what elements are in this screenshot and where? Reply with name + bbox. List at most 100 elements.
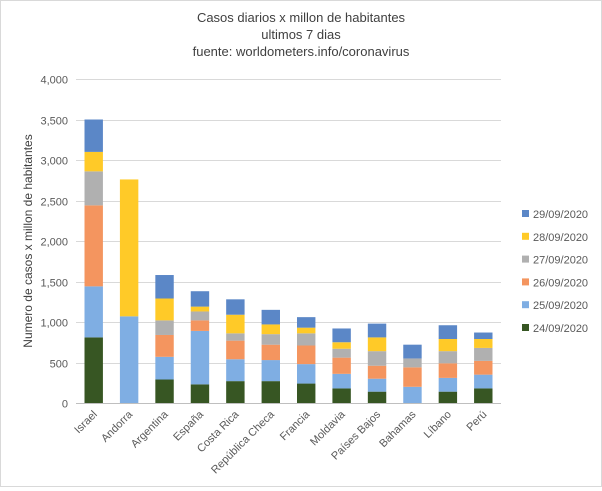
bar-segment bbox=[84, 337, 103, 403]
bar-segment bbox=[474, 332, 493, 340]
bar-segment bbox=[297, 364, 316, 384]
bar-segment bbox=[474, 388, 493, 403]
bar-segment bbox=[261, 334, 280, 345]
bar-segment bbox=[155, 320, 174, 335]
bar-segment bbox=[261, 309, 280, 325]
bar-segment bbox=[261, 344, 280, 361]
x-tick-label: Líbano bbox=[422, 409, 454, 441]
bar-segment bbox=[261, 324, 280, 335]
y-tick-label: 0 bbox=[62, 399, 68, 411]
bar-segment bbox=[155, 275, 174, 299]
bar-segment bbox=[155, 334, 174, 357]
bar-segment bbox=[190, 311, 210, 321]
chart-title: Casos diarios x millon de habitantes bbox=[197, 10, 406, 25]
gridlines bbox=[76, 79, 501, 364]
bar-segment bbox=[332, 388, 351, 403]
bar-segment bbox=[261, 360, 280, 382]
legend-label: 29/09/2020 bbox=[533, 209, 588, 221]
bar-segment bbox=[155, 298, 174, 321]
bar-segment bbox=[297, 333, 316, 346]
bar-segment bbox=[438, 325, 458, 340]
bar-segment bbox=[226, 299, 245, 315]
bar-segment bbox=[332, 342, 351, 349]
y-tick-label: 1,500 bbox=[40, 278, 68, 290]
bar-segment bbox=[403, 386, 422, 403]
bar-segment bbox=[84, 151, 103, 172]
legend-label: 28/09/2020 bbox=[533, 232, 588, 244]
bar-segment bbox=[190, 330, 210, 385]
bar-segment bbox=[438, 351, 458, 364]
bar-segment bbox=[438, 377, 458, 392]
bar-segment bbox=[297, 317, 316, 328]
bar-segment bbox=[297, 327, 316, 334]
bar-segment bbox=[226, 359, 245, 382]
x-tick-label: Israel bbox=[72, 409, 100, 437]
y-tick-label: 2,500 bbox=[40, 197, 68, 209]
bar-segment bbox=[261, 381, 280, 403]
bar-segment bbox=[190, 291, 210, 307]
legend-swatch bbox=[522, 255, 529, 263]
legend-swatch bbox=[522, 210, 529, 217]
bar-segment bbox=[474, 347, 493, 361]
legend-swatch bbox=[522, 301, 529, 309]
bar-segment bbox=[226, 381, 245, 403]
chart-subtitle-line-2: fuente: worldometers.info/coronavirus bbox=[193, 44, 410, 59]
bar-segment bbox=[119, 179, 139, 317]
bar-segment bbox=[332, 348, 351, 358]
bar-segment bbox=[438, 339, 458, 352]
bars bbox=[84, 119, 493, 403]
bar-segment bbox=[474, 339, 493, 348]
bar-segment bbox=[403, 358, 422, 368]
chart-subtitle-line-1: ultimos 7 dias bbox=[261, 27, 341, 42]
bar-segment bbox=[332, 328, 351, 343]
legend-swatch bbox=[522, 232, 529, 240]
bar-segment bbox=[84, 205, 103, 287]
bar-segment bbox=[190, 320, 210, 331]
legend-label: 24/09/2020 bbox=[533, 323, 588, 335]
legend-label: 27/09/2020 bbox=[533, 255, 588, 267]
bar-segment bbox=[438, 391, 458, 403]
x-tick-label: Argentina bbox=[129, 408, 171, 450]
bar-segment bbox=[155, 379, 174, 403]
legend-label: 25/09/2020 bbox=[533, 300, 588, 312]
y-tick-label: 1,000 bbox=[40, 318, 68, 330]
bar-segment bbox=[119, 316, 139, 403]
bar-segment bbox=[403, 367, 422, 387]
axes: 0 500 1,000 1,500 2,000 2,500 3,000 3,500 4,000 I… bbox=[40, 75, 501, 476]
bar-segment bbox=[84, 119, 103, 152]
bar-segment bbox=[403, 344, 422, 359]
x-tick-label: Francia bbox=[278, 408, 313, 443]
x-tick-label: Perú bbox=[464, 409, 489, 434]
x-tick-label: España bbox=[171, 408, 206, 443]
x-tick-label: Bahamas bbox=[377, 408, 419, 450]
legend: 29/09/2020 28/09/2020 27/09/2020 26/09/2020… bbox=[522, 209, 588, 335]
y-tick-label: 3,000 bbox=[40, 156, 68, 168]
bar-segment bbox=[226, 314, 245, 334]
legend-swatch bbox=[522, 324, 529, 331]
x-tick-label: República Checa bbox=[209, 408, 277, 476]
bar-segment bbox=[438, 363, 458, 378]
bar-segment bbox=[297, 383, 316, 403]
y-tick-label: 4,000 bbox=[40, 75, 68, 87]
bar-segment bbox=[155, 356, 174, 380]
bar-segment bbox=[367, 378, 387, 392]
bar-segment bbox=[332, 357, 351, 374]
bar-segment bbox=[190, 306, 210, 312]
bar-segment bbox=[84, 171, 103, 206]
bar-segment bbox=[367, 351, 387, 366]
bar-segment bbox=[367, 337, 387, 352]
y-tick-label: 3,500 bbox=[40, 116, 68, 128]
bar-segment bbox=[367, 365, 387, 379]
bar-segment bbox=[84, 286, 103, 338]
y-tick-label: 2,000 bbox=[40, 237, 68, 249]
bar-segment bbox=[474, 374, 493, 389]
legend-swatch bbox=[522, 278, 529, 286]
bar-segment bbox=[367, 391, 387, 403]
bar-segment bbox=[226, 333, 245, 341]
bar-segment bbox=[332, 373, 351, 389]
y-axis-label: Numero de casos x millon de habitantes bbox=[21, 134, 35, 347]
bar-segment bbox=[190, 384, 210, 403]
bar-segment bbox=[474, 360, 493, 375]
